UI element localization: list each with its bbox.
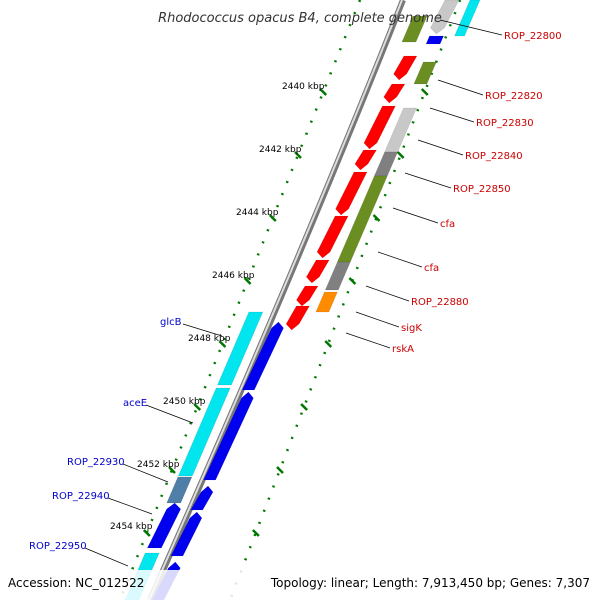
leader-line [377,251,423,268]
scale-tick [243,277,252,285]
scale-tick [324,340,333,348]
gene-feature [316,215,349,259]
gene-features [124,0,481,600]
gene-labels-left: glcB aceE ROP_22930 ROP_22940 ROP_22950 [29,317,182,552]
gene-label[interactable]: sigK [401,323,422,334]
gene-label[interactable]: ROP_22880 [411,297,469,308]
leader-line [417,139,464,156]
leader-line [84,547,129,567]
scale-tick [276,466,284,474]
leader-line [122,463,169,483]
gene-feature [203,391,254,481]
scale-label: 2446 kbp [212,271,255,281]
leader-line [182,323,223,337]
gene-feature [296,285,319,307]
gene-feature [401,15,428,43]
scale-tick [396,151,405,159]
scale-label: 2442 kbp [259,145,302,155]
gene-feature [146,502,182,549]
scale-tick [218,340,227,348]
leader-line [145,404,194,424]
gene-feature [241,321,284,391]
scale-label: 2444 kbp [236,208,279,218]
genome-summary-text: Topology: linear; Length: 7,913,450 bp; … [270,576,590,590]
scale-label: 2450 kbp [163,397,206,407]
genome-backbone [147,0,406,600]
scale-tick [319,88,328,96]
scale-tick [168,466,176,474]
gene-label[interactable]: ROP_22840 [465,151,523,162]
footer-bg [0,570,600,600]
gene-label[interactable]: ROP_22930 [67,457,125,468]
gene-label[interactable]: glcB [160,317,182,328]
gene-feature [363,105,396,150]
gene-feature [324,261,351,291]
gene-feature [217,311,264,386]
scale-labels: 2440 kbp 2442 kbp 2444 kbp 2446 kbp 2448… [110,82,325,532]
leader-line [107,497,153,515]
leader-line [437,79,484,96]
leader-line [404,172,452,189]
scale-tick [268,214,277,222]
gene-label[interactable]: ROP_22950 [29,541,87,552]
scale-tick [294,151,302,159]
gene-label[interactable]: ROP_22850 [453,184,511,195]
gene-feature [354,149,377,171]
accession-text: Accession: NC_012522 [8,576,144,590]
gene-labels-right: ROP_22800 ROP_22820 ROP_22830 ROP_22840 … [392,31,562,355]
leader-line [345,332,391,349]
scale-label: 2452 kbp [137,460,180,470]
gene-feature [454,0,481,37]
scale-label: 2440 kbp [282,82,325,92]
gene-label[interactable]: aceE [123,398,147,409]
gene-label[interactable]: cfa [424,263,439,274]
gene-feature [285,305,310,331]
genome-title: Rhodococcus opacus B4, complete genome [158,11,442,26]
gene-feature [335,171,368,216]
label-leader-lines [84,19,503,567]
scale-label: 2448 kbp [188,334,231,344]
gene-feature [177,387,231,477]
gene-label[interactable]: cfa [440,219,455,230]
gene-feature [383,83,406,104]
leader-line [365,285,410,302]
major-ticks [142,88,429,537]
gene-feature [166,476,193,504]
scale-label: 2454 kbp [110,522,153,532]
scale-tick [372,214,381,222]
leader-line [439,19,503,36]
gene-feature [413,61,437,85]
leader-line [429,107,475,123]
gene-feature [190,485,214,511]
gene-feature [425,35,444,45]
gene-feature [315,291,338,313]
scale-tick [420,88,429,96]
scale-tick [251,529,260,537]
leader-line [392,207,439,224]
gene-feature [373,151,399,177]
gene-feature [306,259,330,284]
gene-feature [393,55,418,81]
leader-line [355,311,400,328]
gene-label[interactable]: ROP_22830 [476,118,534,129]
gene-feature [430,0,460,35]
gene-label[interactable]: ROP_22820 [485,91,543,102]
gene-feature [170,511,203,557]
gene-label[interactable]: ROP_22800 [504,31,562,42]
gene-label[interactable]: rskA [392,344,414,355]
scale-tick [348,277,357,285]
scale-tick [193,403,202,411]
scale-tick [142,529,151,537]
gene-label[interactable]: ROP_22940 [52,491,110,502]
scale-tick [300,403,309,411]
